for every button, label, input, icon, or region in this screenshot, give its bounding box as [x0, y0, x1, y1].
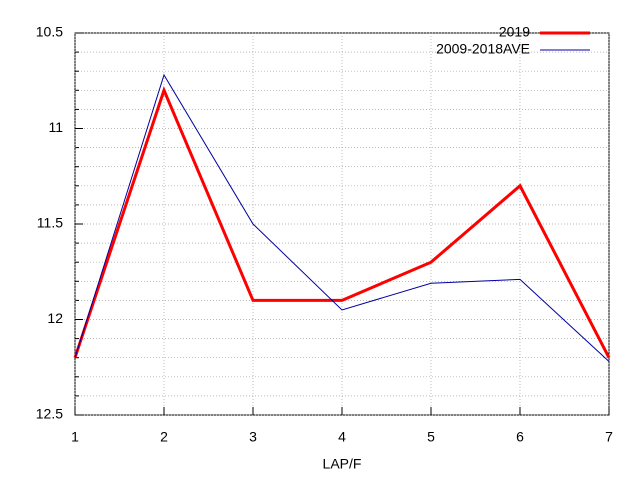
x-tick-label: 3 [249, 429, 257, 445]
x-tick-label: 2 [160, 429, 168, 445]
x-tick-label: 6 [516, 429, 524, 445]
series-line [74, 73, 610, 362]
series-line [73, 86, 611, 359]
y-tick-label: 12 [47, 310, 63, 326]
x-tick-label: 4 [338, 429, 346, 445]
x-tick-label: 5 [427, 429, 435, 445]
y-tick-label: 12.5 [36, 406, 63, 422]
x-tick-label: 7 [605, 429, 613, 445]
y-tick-label: 11.5 [37, 215, 63, 231]
x-tick-label: 1 [71, 429, 79, 445]
legend-label: 2009-2018AVE [436, 41, 530, 57]
y-tick-label: 10.5 [36, 24, 63, 40]
y-tick-label: 11 [48, 119, 63, 135]
x-axis-label: LAP/F [323, 456, 362, 472]
legend-label: 2019 [499, 24, 530, 40]
